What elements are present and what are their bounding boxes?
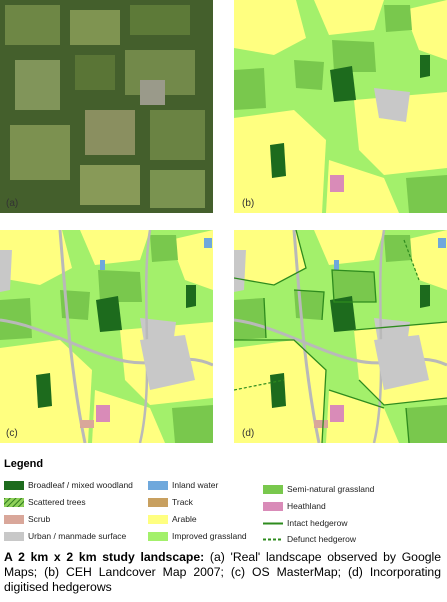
legend-item: Inland water <box>148 480 218 490</box>
legend-label: Urban / manmade surface <box>28 531 127 541</box>
legend-item: Heathland <box>263 501 326 511</box>
legend-label: Scrub <box>28 514 51 524</box>
legend-label: Intact hedgerow <box>287 518 348 528</box>
legend-item: Broadleaf / mixed woodland <box>4 480 133 490</box>
legend-item: Semi-natural grassland <box>263 484 374 494</box>
legend-label: Improved grassland <box>172 531 247 541</box>
panel-label: (c) <box>6 428 18 439</box>
panel-label: (a) <box>6 198 18 209</box>
legend-label: Scattered trees <box>28 497 86 507</box>
caption: A 2 km x 2 km study landscape: (a) 'Real… <box>4 550 441 595</box>
panel-b: (b) <box>234 0 447 213</box>
legend-label: Track <box>172 497 193 507</box>
swatch <box>148 531 168 541</box>
legend-label: Semi-natural grassland <box>287 484 375 494</box>
panel-c: (c) <box>0 230 213 443</box>
panel-a: (a) <box>0 0 213 213</box>
caption-lead: A 2 km x 2 km study landscape: <box>4 550 205 564</box>
legend-item: Urban / manmade surface <box>4 531 126 541</box>
legend-item: Scrub <box>4 514 50 524</box>
legend-item: Intact hedgerow <box>263 518 347 528</box>
legend-label: Inland water <box>172 480 219 490</box>
swatch <box>263 538 283 540</box>
legend-label: Arable <box>172 514 197 524</box>
legend-label: Broadleaf / mixed woodland <box>28 480 133 490</box>
panel-label: (d) <box>242 428 254 439</box>
legend-item: Arable <box>148 514 197 524</box>
swatch <box>263 501 283 511</box>
swatch <box>148 480 168 490</box>
caption-text: (a) 'Real' landscape observed by Google … <box>4 550 441 594</box>
swatch <box>4 531 24 541</box>
swatch <box>4 514 24 524</box>
panel-label: (b) <box>242 198 254 209</box>
swatch <box>4 480 24 490</box>
swatch <box>263 484 283 494</box>
swatch <box>263 522 283 524</box>
swatch <box>148 514 168 524</box>
swatch <box>148 497 168 507</box>
panel-d: (d) <box>234 230 447 443</box>
legend-label: Heathland <box>287 501 326 511</box>
legend-item: Track <box>148 497 193 507</box>
legend-label: Defunct hedgerow <box>287 534 356 544</box>
legend-title: Legend <box>4 458 44 470</box>
legend-item: Improved grassland <box>148 531 247 541</box>
swatch <box>4 497 24 507</box>
legend-item: Scattered trees <box>4 497 86 507</box>
legend-item: Defunct hedgerow <box>263 534 356 544</box>
